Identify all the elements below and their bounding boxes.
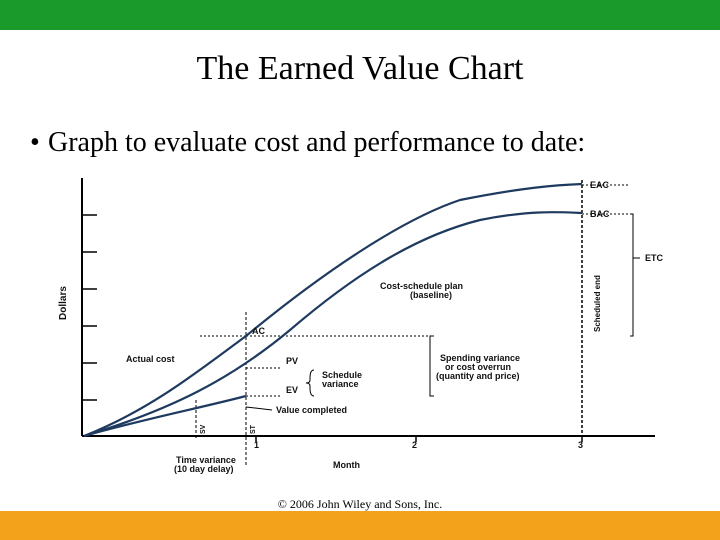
bullet-icon: • [30, 127, 40, 158]
month-tick-2: 2 [412, 440, 417, 450]
x-axis-ticks [255, 436, 583, 442]
plan-label-line1: Cost-schedule plan [380, 281, 463, 291]
y-axis-label: Dollars [58, 286, 69, 320]
pv-label: PV [286, 356, 298, 366]
ev-label: EV [286, 385, 298, 395]
time-variance-line1: Time variance [176, 455, 236, 465]
slide-title: The Earned Value Chart [196, 50, 524, 87]
time-marker-left: SV [200, 424, 207, 434]
plan-label-line2: (baseline) [410, 290, 452, 300]
y-axis-ticks [82, 214, 97, 401]
baseline-plan-curve [83, 211, 583, 438]
etc-bracket [630, 213, 634, 337]
ac-label: AC [252, 326, 265, 336]
bullet-point: • Graph to evaluate cost and performance … [30, 127, 585, 159]
x-axis-label: Month [333, 460, 360, 470]
actual-cost-label: Actual cost [126, 354, 175, 364]
copyright-text: © 2006 John Wiley and Sons, Inc. [277, 497, 443, 511]
schedule-variance-line1: Schedule [322, 370, 362, 380]
schedule-variance-line2: variance [322, 379, 359, 389]
month-tick-1: 1 [254, 440, 259, 450]
etc-label: ETC [645, 253, 664, 263]
spending-variance-bracket [429, 335, 434, 397]
actual-cost-eac-curve [83, 182, 583, 438]
eac-label: EAC [590, 180, 610, 190]
time-marker-right: ST [250, 424, 257, 434]
bullet-text: Graph to evaluate cost and performance t… [48, 127, 586, 158]
spending-variance-line3: (quantity and price) [436, 371, 520, 381]
scheduled-end-label: Scheduled end [593, 275, 602, 332]
schedule-variance-brace [305, 369, 315, 397]
value-completed-label: Value completed [276, 405, 347, 415]
spending-variance-line2: or cost overrun [445, 362, 511, 372]
top-accent-bar [0, 0, 720, 30]
earned-value-curve [83, 394, 247, 438]
value-completed-pointer [245, 406, 273, 411]
spending-variance-line1: Spending variance [440, 353, 520, 363]
time-variance-line2: (10 day delay) [174, 464, 234, 474]
month-tick-3: 3 [578, 440, 583, 450]
bottom-accent-bar [0, 511, 720, 540]
bac-label: BAC [590, 209, 610, 219]
